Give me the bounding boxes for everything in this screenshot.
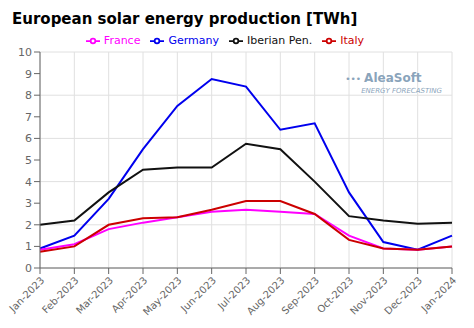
svg-text:Sep-2023: Sep-2023: [279, 275, 321, 317]
html-text:Italy: Italy: [340, 34, 365, 47]
svg-text:8: 8: [25, 89, 32, 102]
svg-text:3: 3: [25, 197, 32, 210]
svg-text:Nov-2023: Nov-2023: [347, 274, 390, 317]
svg-text:Jun-2023: Jun-2023: [178, 275, 218, 315]
html-text:European solar energy producti: European solar energy production [TWh]: [12, 10, 358, 28]
svg-text:4: 4: [25, 176, 32, 189]
svg-text:9: 9: [25, 68, 32, 81]
html-text:France: France: [103, 34, 141, 47]
html-text:Germany: Germany: [168, 34, 219, 47]
svg-text:Feb-2023: Feb-2023: [39, 274, 81, 316]
svg-text:Oct-2023: Oct-2023: [314, 274, 356, 316]
svg-text:May-2023: May-2023: [141, 275, 184, 318]
html-text:Iberian Pen.: Iberian Pen.: [247, 34, 313, 47]
html-text:ENERGY FORECASTING: ENERGY FORECASTING: [361, 87, 442, 95]
svg-text:1: 1: [25, 240, 32, 253]
svg-text:10: 10: [18, 46, 32, 59]
svg-text:6: 6: [25, 132, 32, 145]
svg-text:0: 0: [25, 262, 32, 275]
svg-text:2: 2: [25, 219, 32, 232]
svg-text:5: 5: [25, 154, 32, 167]
svg-text:Apr-2023: Apr-2023: [109, 274, 150, 315]
svg-text:Dec-2023: Dec-2023: [382, 275, 424, 317]
svg-text:Mar-2023: Mar-2023: [74, 275, 115, 316]
html-text:••• AleaSoft: ••• AleaSoft: [345, 71, 422, 85]
svg-text:7: 7: [25, 111, 32, 124]
svg-text:Jan-2024: Jan-2024: [418, 275, 458, 315]
svg-text:Aug-2023: Aug-2023: [244, 274, 287, 317]
svg-text:Jul-2023: Jul-2023: [215, 274, 253, 312]
